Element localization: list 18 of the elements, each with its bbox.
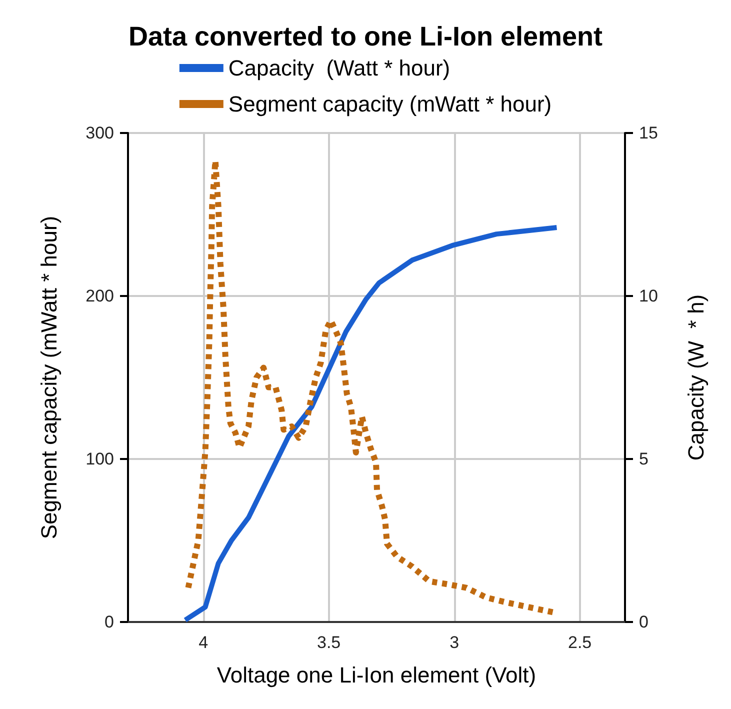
legend-label: Segment capacity (mWatt * hour): [228, 92, 552, 116]
x-tick-label: 3: [450, 633, 460, 652]
chart-title: Data converted to one Li-Ion element: [128, 22, 603, 52]
y-tick-label: 200: [86, 286, 114, 306]
y-axis-title: Segment capacity (mWatt * hour): [36, 216, 62, 540]
x-tick-label: 2.5: [568, 633, 592, 652]
y2-tick-label: 0: [639, 612, 648, 632]
y-tick-label: 100: [86, 450, 114, 468]
y-tick-label: 0: [104, 612, 114, 632]
x-tick-label: 3.5: [316, 633, 341, 652]
y2-tick-label: 5: [639, 450, 648, 468]
x-axis-title: Voltage one Li-Ion element (Volt): [216, 662, 536, 688]
y-tick-label: 300: [86, 124, 114, 142]
y2-axis-title: Capacity (W * h): [684, 294, 708, 461]
legend-label: Capacity (Watt * hour): [228, 56, 450, 80]
y2-tick-label: 10: [639, 286, 658, 306]
y2-tick-label: 15: [639, 124, 658, 142]
x-tick-label: 4: [198, 633, 208, 652]
